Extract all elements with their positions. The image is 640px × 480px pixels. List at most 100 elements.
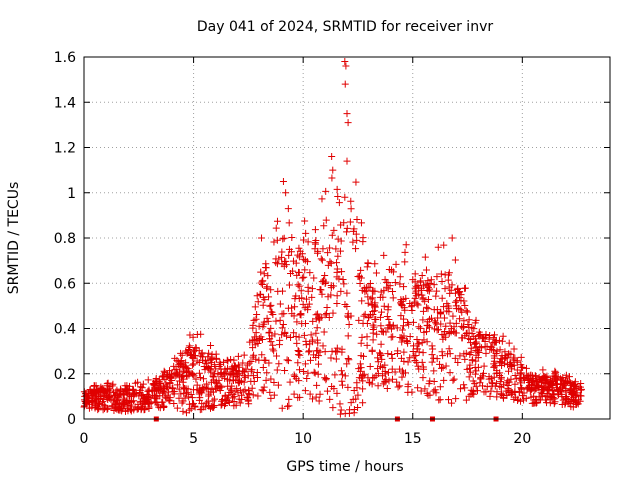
data-point (345, 321, 353, 329)
data-point (181, 394, 189, 402)
data-point (466, 339, 474, 347)
data-point (363, 341, 371, 349)
data-point (472, 367, 480, 375)
data-point (255, 356, 263, 364)
data-point (489, 380, 497, 388)
data-point (319, 245, 327, 253)
data-point (311, 226, 319, 234)
data-point (426, 315, 434, 323)
data-point (182, 364, 190, 372)
data-point (206, 356, 214, 364)
data-point (254, 374, 262, 382)
data-point (445, 283, 453, 291)
data-point (451, 298, 459, 306)
data-point (539, 382, 547, 390)
data-point (123, 404, 131, 412)
data-point (446, 319, 454, 327)
data-point (400, 348, 408, 356)
data-point (457, 291, 465, 299)
data-point (300, 331, 308, 339)
data-point (232, 401, 240, 409)
data-point (273, 352, 281, 360)
data-point (357, 266, 365, 274)
data-point (418, 291, 426, 299)
data-point (347, 205, 355, 213)
data-point (170, 362, 178, 370)
data-point (295, 253, 303, 261)
data-point (355, 316, 363, 324)
data-point (570, 381, 578, 389)
data-point (225, 398, 233, 406)
data-point (540, 373, 548, 381)
data-point (190, 386, 198, 394)
data-point (259, 364, 267, 372)
data-point (328, 153, 336, 161)
data-point (258, 277, 266, 285)
data-point (295, 268, 303, 276)
data-point (270, 391, 278, 399)
data-point (479, 369, 487, 377)
data-point (428, 342, 436, 350)
data-point (456, 385, 464, 393)
data-point (468, 329, 476, 337)
data-point (352, 395, 360, 403)
data-point (345, 356, 353, 364)
data-point (353, 216, 361, 224)
data-point (402, 294, 410, 302)
data-point (343, 302, 351, 310)
data-point (511, 354, 519, 362)
data-point (429, 345, 437, 353)
data-point (404, 339, 412, 347)
data-point (189, 333, 197, 341)
data-point (284, 304, 292, 312)
data-point (170, 400, 178, 408)
data-point (360, 352, 368, 360)
data-point (254, 298, 262, 306)
data-point (297, 311, 305, 319)
data-point (306, 390, 314, 398)
data-point (442, 333, 450, 341)
data-point (285, 219, 293, 227)
data-point (202, 359, 210, 367)
data-point (233, 371, 241, 379)
data-point (94, 406, 102, 414)
data-point (440, 241, 448, 249)
data-point (210, 370, 218, 378)
data-point (317, 313, 325, 321)
data-point (470, 325, 478, 333)
data-point (411, 294, 419, 302)
data-point (561, 381, 569, 389)
y-tick-label: 0.8 (54, 231, 76, 247)
data-point (549, 395, 557, 403)
data-point (173, 404, 181, 412)
data-point (160, 367, 168, 375)
data-point (343, 360, 351, 368)
data-point (389, 294, 397, 302)
data-point (309, 317, 317, 325)
data-point (262, 260, 270, 268)
data-point (472, 339, 480, 347)
data-point (341, 80, 349, 88)
data-point (273, 217, 281, 225)
data-point (405, 320, 413, 328)
data-point (566, 379, 574, 387)
data-point (424, 287, 432, 295)
data-point (152, 376, 160, 384)
data-point (434, 314, 442, 322)
data-point (188, 370, 196, 378)
data-point (301, 217, 309, 225)
data-point (449, 312, 457, 320)
data-point (437, 308, 445, 316)
data-point (480, 388, 488, 396)
data-point (177, 349, 185, 357)
data-point (197, 387, 205, 395)
data-point (229, 376, 237, 384)
data-point (376, 362, 384, 370)
data-point (255, 322, 263, 330)
data-point (185, 406, 193, 414)
data-point (444, 396, 452, 404)
data-point (377, 340, 385, 348)
data-point (517, 353, 525, 361)
data-point (211, 361, 219, 369)
data-point (260, 318, 268, 326)
